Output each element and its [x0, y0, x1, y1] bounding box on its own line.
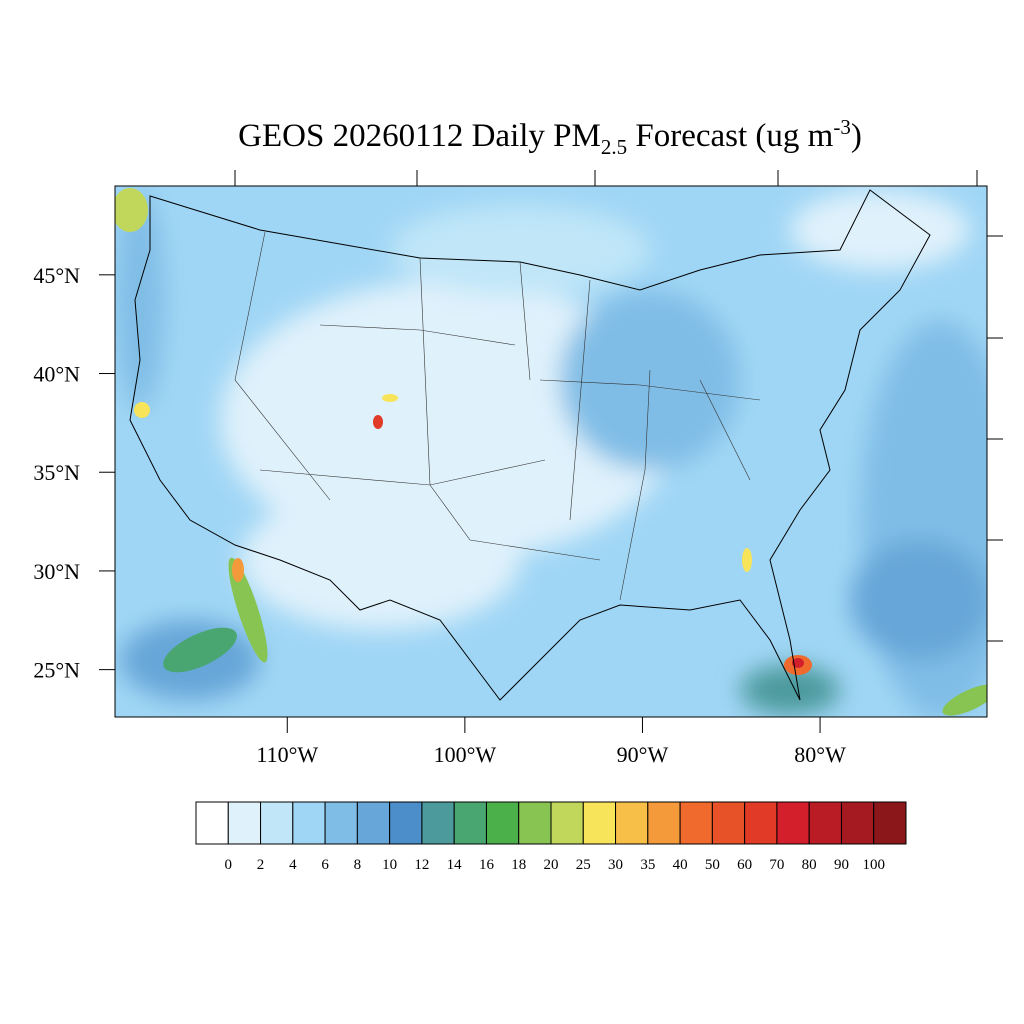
colorbar-swatch: [356, 801, 391, 845]
lat-tick-label: 45°N: [33, 263, 80, 288]
colorbar-swatch: [840, 801, 875, 845]
colorbar-swatch: [647, 801, 681, 845]
colorbar-swatch: [550, 801, 584, 845]
colorbar-label: 16: [479, 857, 495, 873]
colorbar-swatch: [485, 801, 520, 845]
colorbar-label: 8: [354, 857, 362, 873]
colorbar-swatch: [421, 801, 455, 845]
title-subscript: 2.5: [601, 135, 627, 159]
colorbar-swatch: [389, 801, 423, 845]
colorbar-label: 12: [414, 857, 429, 873]
lat-tick-label: 30°N: [33, 559, 80, 584]
colorbar-swatch: [808, 801, 842, 845]
colorbar-swatch: [292, 801, 326, 845]
colorbar-label: 20: [544, 857, 559, 873]
colorbar-label: 14: [447, 857, 463, 873]
field-blobs: [115, 190, 987, 717]
colorbar-swatch: [324, 801, 358, 845]
colorbar-label: 4: [289, 857, 297, 873]
lon-tick-label: 90°W: [617, 742, 669, 767]
colorbar-swatch: [582, 801, 617, 845]
colorbar-label: 70: [769, 857, 784, 873]
frame-ticks: [234, 170, 1003, 642]
colorbar-swatch: [227, 801, 262, 845]
axes: 45°N 40°N 35°N 30°N 25°N 110°W 100°W 90°W 80°W: [33, 263, 846, 767]
colorbar-swatch: [195, 801, 229, 845]
colorbar-swatch: [615, 801, 649, 845]
title: GEOS 20260112 Daily PM2.5 Forecast (ug m…: [238, 115, 862, 159]
title-end: ): [851, 118, 862, 154]
colorbar-swatch: [776, 801, 810, 845]
colorbar-swatch: [260, 801, 294, 845]
colorbar-label: 10: [382, 857, 397, 873]
lon-tick-label: 100°W: [434, 742, 497, 767]
colorbar-swatch: [679, 801, 713, 845]
colorbar-label: 6: [321, 857, 329, 873]
colorbar-label: 2: [257, 857, 265, 873]
colorbar-label: 60: [737, 857, 752, 873]
colorbar: 0 2 4 6 8 10 12 14 16 18 20 25 30 35 40 50 60 70 80 90 100: [195, 801, 907, 873]
lon-tick-label: 110°W: [256, 742, 318, 767]
colorbar-label: 35: [640, 857, 655, 873]
colorbar-swatch: [744, 801, 778, 845]
lat-tick-label: 35°N: [33, 460, 80, 485]
lat-tick-label: 25°N: [33, 658, 80, 683]
map-field: [115, 186, 987, 717]
colorbar-swatch: [453, 801, 487, 845]
coastline: [129, 189, 931, 701]
lat-tick-label: 40°N: [33, 362, 80, 387]
colorbar-label: 40: [673, 857, 688, 873]
state-borders: [234, 231, 761, 601]
colorbar-label: 30: [608, 857, 623, 873]
colorbar-label: 80: [802, 857, 817, 873]
title-main: GEOS 20260112 Daily PM: [238, 118, 601, 154]
colorbar-label: 18: [511, 857, 526, 873]
colorbar-swatch: [711, 801, 746, 845]
colorbar-label: 100: [862, 857, 885, 873]
colorbar-label: 25: [576, 857, 591, 873]
colorbar-label: 90: [834, 857, 849, 873]
map-frame: [114, 185, 988, 718]
lon-tick-label: 80°W: [794, 742, 846, 767]
colorbar-label: 50: [705, 857, 720, 873]
colorbar-swatch: [873, 801, 907, 845]
colorbar-swatch: [518, 801, 552, 845]
colorbar-label: 0: [225, 857, 233, 873]
title-middle: Forecast (ug m: [627, 118, 834, 154]
title-superscript: -3: [833, 115, 851, 139]
